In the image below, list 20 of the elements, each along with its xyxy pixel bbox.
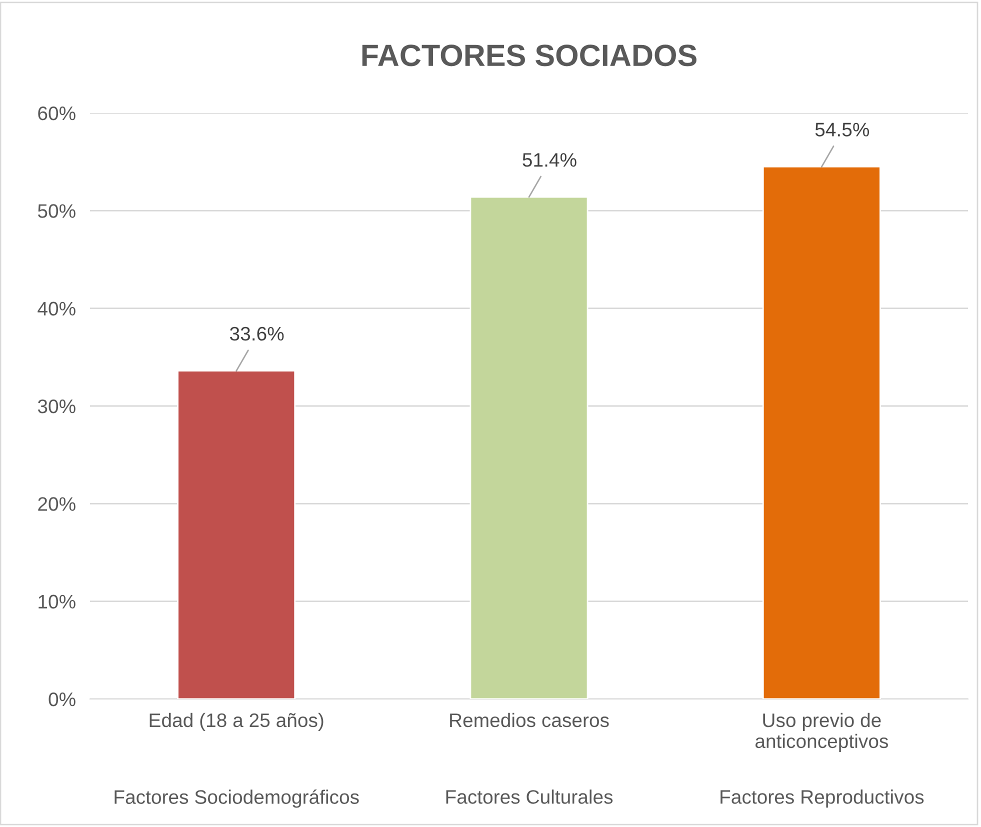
y-tick-label: 10% (38, 594, 76, 609)
y-tick-label: 60% (38, 106, 76, 120)
bar (762, 166, 881, 699)
y-tick-label: 40% (38, 302, 76, 316)
y-tick-label: 50% (38, 204, 76, 218)
y-tick-label: 30% (38, 399, 76, 414)
x-tick-label: Uso previo de anticonceptivos (755, 712, 888, 752)
bar (470, 196, 588, 699)
data-label: 54.5% (815, 122, 870, 137)
data-label: 33.6% (230, 326, 284, 341)
text: Factores Reproductivos (720, 790, 924, 808)
text: Factores Sociodemográficos (114, 789, 359, 808)
data-label: 51.4% (522, 153, 576, 167)
text: Factores Culturales (446, 790, 613, 804)
y-tick-label: 0% (48, 692, 76, 706)
bar (177, 370, 296, 699)
y-tick-label: 20% (38, 497, 76, 511)
x-tick-label: Edad (18 a 25 años) (150, 712, 324, 732)
x-tick-label: Remedios caseros (450, 712, 609, 728)
chart-title: FACTORES SOCIADOS (362, 44, 696, 66)
